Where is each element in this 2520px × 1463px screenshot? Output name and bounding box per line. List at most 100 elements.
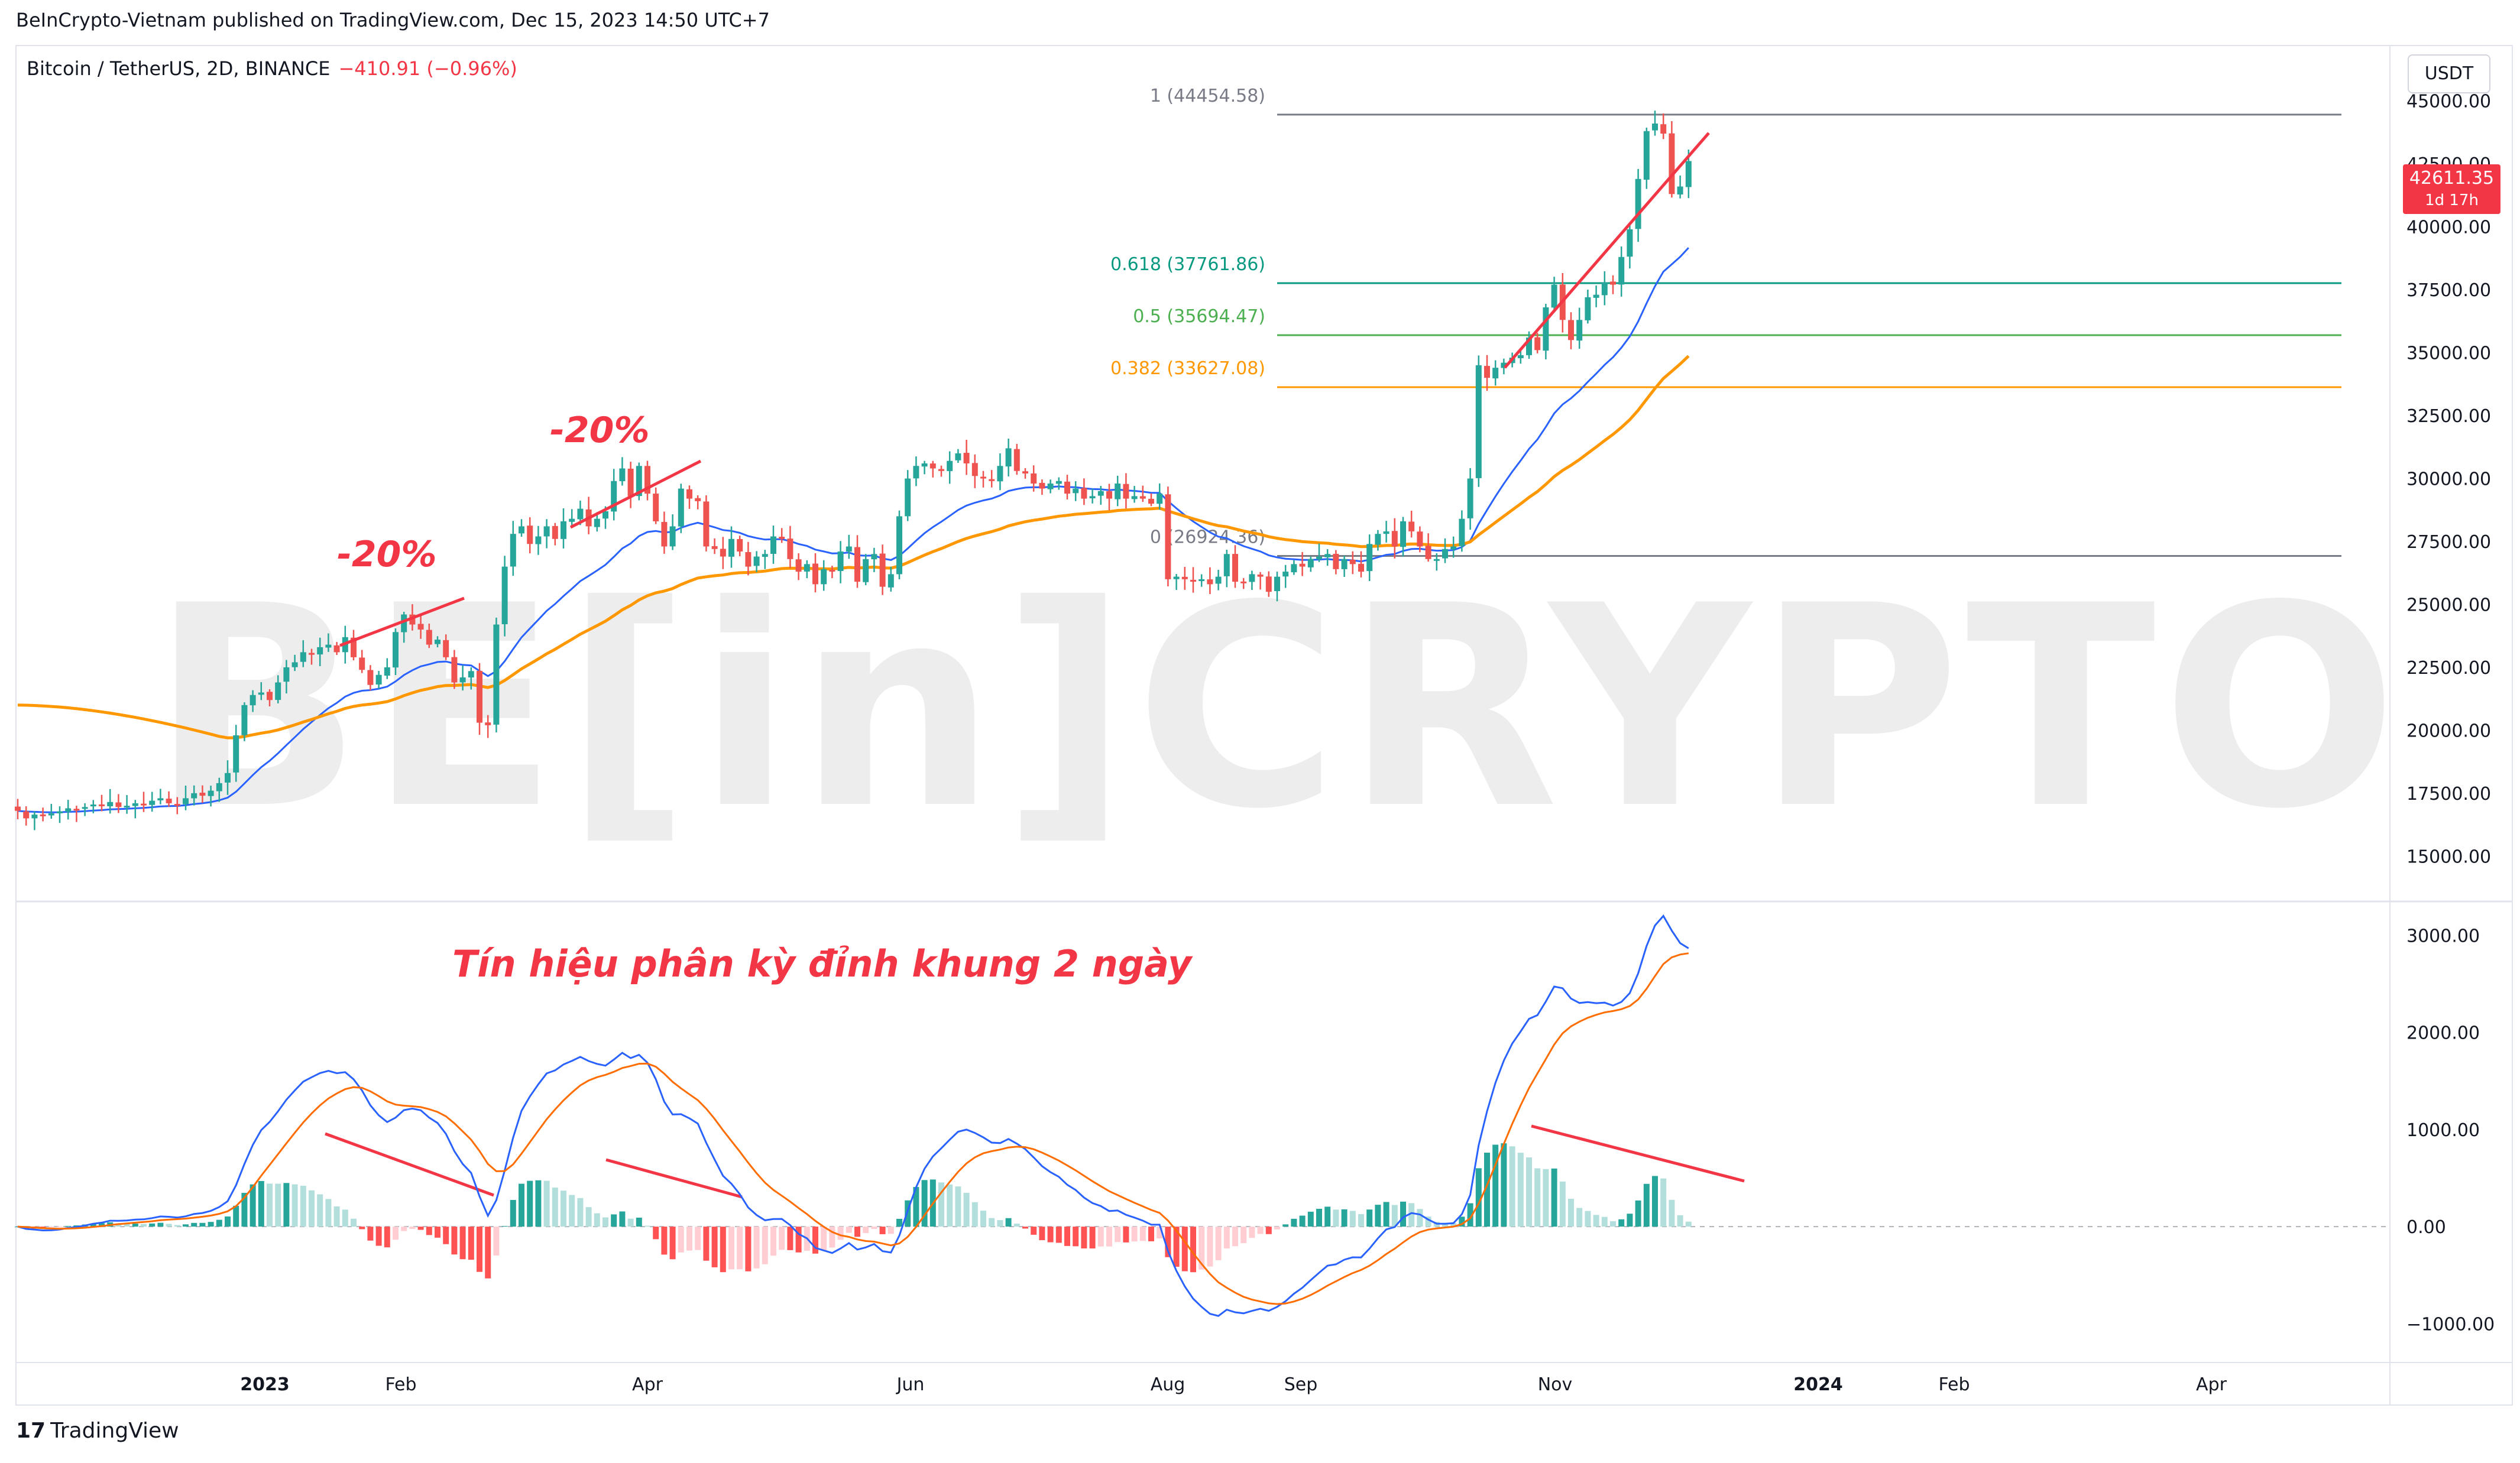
candle-body [594, 518, 600, 527]
price-axis-tick: 25000.00 [2406, 595, 2491, 615]
candle-body [1299, 563, 1306, 567]
trendline-feb[interactable] [339, 596, 465, 647]
time-axis-tick: Apr [2196, 1374, 2227, 1395]
candle-body [1643, 131, 1650, 180]
time-axis-tick: Apr [632, 1374, 663, 1395]
candle-body [1501, 362, 1507, 368]
candle-body [989, 479, 995, 481]
macd-histogram-bar [309, 1190, 315, 1227]
candle-body [157, 798, 164, 800]
time-axis-tick: Feb [385, 1374, 416, 1395]
candle-body [99, 804, 105, 806]
candle-body [141, 803, 147, 806]
candle-body [1257, 575, 1264, 577]
candle-body [1265, 576, 1272, 592]
macd-histogram-bar [1425, 1217, 1431, 1227]
candle-body [225, 773, 231, 783]
candle-body [1459, 518, 1465, 546]
candle-body [317, 647, 323, 655]
candle-body [1475, 365, 1482, 478]
candle-body [1039, 482, 1045, 489]
candle-body [846, 546, 852, 552]
macd-histogram-bar [1593, 1215, 1599, 1227]
price-axis-tick: 40000.00 [2406, 218, 2491, 238]
macd-histogram-bar [1207, 1227, 1213, 1267]
macd-histogram-bar [477, 1227, 482, 1272]
trendline-nov[interactable] [1504, 132, 1710, 369]
macd-div-line-3[interactable] [1531, 1124, 1745, 1183]
macd-histogram-bar [1677, 1215, 1683, 1227]
trendline-apr[interactable] [569, 459, 702, 529]
candle-body [1223, 554, 1230, 576]
macd-histogram-bar [728, 1227, 734, 1270]
macd-histogram-bar [812, 1227, 818, 1254]
macd-histogram-bar [1358, 1214, 1364, 1227]
macd-histogram-bar [846, 1227, 852, 1233]
macd-histogram-bar [48, 1227, 54, 1228]
macd-div-line-2[interactable] [605, 1158, 743, 1199]
macd-histogram-bar [1123, 1227, 1129, 1243]
tradingview-logo[interactable]: 17 TradingView [16, 1419, 179, 1443]
price-change: −410.91 (−0.96%) [338, 57, 517, 80]
fibonacci-retracement[interactable]: 1 (44454.58) 0.618 (37761.86) 0.5 (35694.4… [1110, 86, 2341, 557]
macd-histogram-bar [1073, 1227, 1079, 1247]
candle-body [1190, 579, 1196, 582]
macd-histogram-bar [1291, 1218, 1297, 1227]
currency-scale-button[interactable]: USDT [2408, 54, 2490, 93]
macd-histogram-bar [401, 1227, 407, 1231]
macd-histogram-bar [124, 1224, 130, 1227]
macd-histogram-bar [1249, 1227, 1255, 1238]
candle-body [166, 799, 172, 803]
macd-histogram-bar [225, 1216, 231, 1227]
macd-histogram-bar [1139, 1227, 1146, 1241]
candle-body [1199, 579, 1205, 582]
candle-body [1358, 563, 1364, 572]
macd-histogram-bar [644, 1225, 650, 1227]
macd-histogram-bar [493, 1227, 500, 1256]
candle-body [1442, 549, 1448, 559]
macd-indicator [15, 914, 2390, 1317]
candle-body [1433, 559, 1440, 561]
macd-histogram-bar [971, 1202, 978, 1227]
candle-body [1400, 521, 1406, 547]
candle-body [1391, 531, 1398, 547]
macd-histogram-bar [619, 1211, 626, 1227]
candle-body [1333, 553, 1339, 569]
macd-histogram-bar [678, 1227, 684, 1253]
symbol-legend[interactable]: Bitcoin / TetherUS, 2D, BINANCE −410.91 (… [27, 57, 517, 80]
macd-histogram-bar [1165, 1227, 1171, 1257]
macd-histogram-bar [291, 1184, 298, 1227]
macd-histogram-bar [1635, 1200, 1641, 1227]
candle-body [636, 466, 642, 497]
candle-body [359, 657, 365, 670]
candle-body [678, 488, 684, 527]
macd-histogram-bar [720, 1227, 726, 1273]
candle-body [787, 539, 793, 559]
macd-histogram-bar [1450, 1223, 1457, 1227]
trendline-annotations[interactable] [325, 132, 1745, 1199]
candle-body [485, 722, 491, 725]
time-axis-tick: 2023 [240, 1374, 290, 1395]
annotation-drop-1: -20% [337, 534, 437, 575]
price-axis-tick: 35000.00 [2406, 343, 2491, 364]
candle-body [1450, 546, 1457, 550]
macd-div-line-1[interactable] [325, 1132, 494, 1197]
candle-body [401, 614, 407, 632]
macd-histogram-bar [1551, 1168, 1557, 1227]
candle-body [703, 501, 710, 547]
macd-histogram-bar [1526, 1157, 1532, 1227]
macd-histogram-bar [552, 1188, 558, 1227]
macd-histogram-bar [896, 1218, 902, 1227]
candle-body [1652, 124, 1658, 131]
macd-histogram-bar [955, 1186, 961, 1227]
price-axis-tick: 30000.00 [2406, 469, 2491, 490]
candle-body [283, 667, 290, 682]
price-axis-tick: 37500.00 [2406, 280, 2491, 301]
macd-histogram-bar [594, 1213, 600, 1227]
price-axis-tick: 17500.00 [2406, 784, 2491, 805]
candle-body [233, 735, 239, 773]
macd-histogram-bar [1543, 1169, 1549, 1227]
macd-histogram-bar [1265, 1227, 1272, 1234]
macd-histogram-bar [275, 1183, 281, 1227]
candle-body [1081, 488, 1087, 499]
